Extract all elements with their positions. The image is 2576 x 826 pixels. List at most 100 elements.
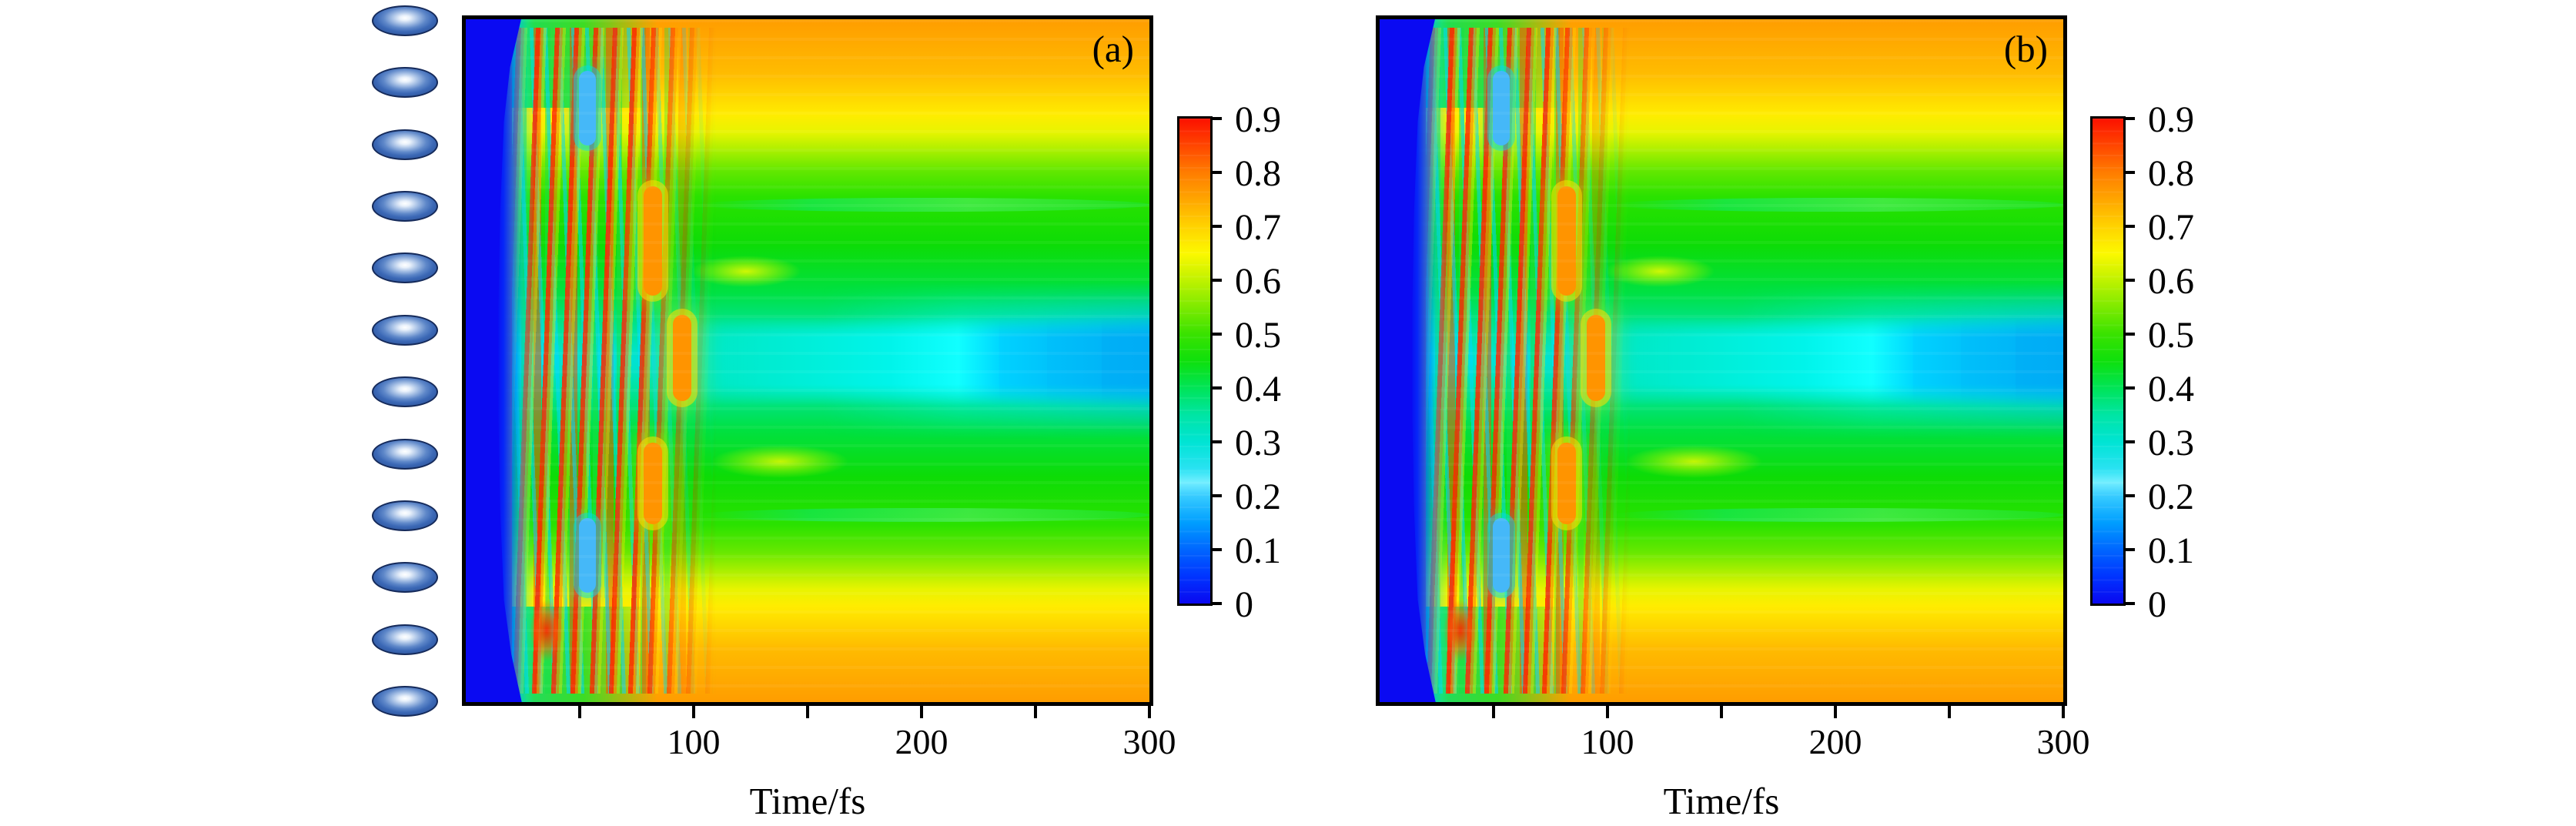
atom-ellipse — [372, 129, 438, 160]
colorbar-tick — [1210, 279, 1222, 282]
colorbar-tick — [2123, 225, 2135, 228]
colorbar-tick-label: 0.8 — [1235, 152, 1281, 194]
atom-ellipse — [372, 624, 438, 655]
colorbar-tick — [2123, 602, 2135, 605]
x-axis-label-b: Time/fs — [1663, 780, 1780, 822]
colorbar-tick — [1210, 333, 1222, 336]
colorbar-contour-steps — [2093, 119, 2123, 604]
colorbar-tick-label: 0.7 — [2148, 206, 2194, 248]
x-axis-tick — [692, 706, 695, 718]
atom-ellipse — [372, 314, 438, 346]
x-axis-tick-label: 300 — [1122, 722, 1176, 761]
colorbar-tick-label: 0.5 — [1235, 314, 1281, 356]
x-axis-tick-label: 300 — [2036, 722, 2090, 761]
heatmap-plot-a: (a) — [462, 15, 1153, 706]
heatmap-orange-capsule-3 — [643, 442, 662, 525]
atom-ellipse — [372, 500, 438, 531]
x-axis-label-a: Time/fs — [749, 780, 866, 822]
atom-ellipse — [372, 685, 438, 717]
colorbar-tick-label: 0.5 — [2148, 314, 2194, 356]
x-axis-tick — [1492, 706, 1495, 718]
x-axis-tick — [1148, 706, 1151, 718]
colorbar-tick-label: 0.6 — [1235, 260, 1281, 302]
colorbar-tick — [2123, 440, 2135, 443]
heatmap-orange-capsule-2 — [1587, 315, 1606, 401]
heatmap-cyan-capsule-upper — [579, 70, 596, 146]
x-axis-tick — [1948, 706, 1951, 718]
colorbar-contour-steps — [1179, 119, 1210, 604]
heatmap-faint-cyan-streak-upper — [1611, 198, 2063, 212]
heatmap-cyan-capsule-upper — [1493, 70, 1510, 146]
colorbar-tick-label: 0.1 — [2148, 530, 2194, 571]
colorbar-tick-label: 0.4 — [2148, 368, 2194, 410]
heatmap-orange-capsule-1 — [643, 186, 662, 296]
x-axis-tick-label: 200 — [895, 722, 948, 761]
heatmap-cyan-capsule-lower — [1493, 517, 1510, 594]
colorbar-gradient — [1179, 119, 1210, 604]
atom-ellipse — [372, 191, 438, 222]
colorbar-tick-label: 0.6 — [2148, 260, 2194, 302]
x-axis-tick — [920, 706, 923, 718]
colorbar-a — [1177, 116, 1213, 606]
colorbar-tick-label: 0.9 — [1235, 99, 1281, 140]
heatmap-red-spot — [529, 599, 564, 661]
heatmap-contour-banding — [466, 19, 1149, 702]
colorbar-tick-label: 0 — [1235, 584, 1253, 625]
colorbar-tick — [2123, 386, 2135, 390]
colorbar-gradient — [2093, 119, 2123, 604]
x-axis-tick — [1034, 706, 1037, 718]
x-axis-tick — [2062, 706, 2065, 718]
panel-label-a: (a) — [1092, 28, 1134, 70]
colorbar-tick-label: 0.4 — [1235, 368, 1281, 410]
heatmap-orange-capsule-1 — [1557, 186, 1576, 296]
colorbar-tick-label: 0.2 — [1235, 476, 1281, 517]
colorbar-tick — [2123, 494, 2135, 497]
atom-ellipse — [372, 562, 438, 594]
colorbar-tick — [2123, 333, 2135, 336]
colorbar-tick — [2123, 117, 2135, 120]
colorbar-tick-label: 0.7 — [1235, 206, 1281, 248]
heatmap-orange-capsule-3 — [1557, 442, 1576, 525]
colorbar-tick-label: 0.2 — [2148, 476, 2194, 517]
x-axis-tick — [1606, 706, 1609, 718]
x-axis-tick — [1834, 706, 1837, 718]
colorbar-tick — [1210, 440, 1222, 443]
heatmap-yellow-blob-lower — [711, 445, 849, 479]
colorbar-tick-label: 0.3 — [2148, 422, 2194, 463]
atom-ellipse — [372, 252, 438, 284]
heatmap-plot-b: (b) — [1376, 15, 2067, 706]
x-axis-tick-label: 100 — [1581, 722, 1634, 761]
heatmap-contour-banding — [1380, 19, 2063, 702]
atom-ellipse — [372, 67, 438, 99]
colorbar-tick — [1210, 548, 1222, 551]
atom-ellipse — [372, 5, 438, 36]
heatmap-yellow-blob-lower — [1625, 445, 1763, 479]
heatmap-orange-capsule-2 — [673, 315, 692, 401]
x-axis-tick — [1720, 706, 1723, 718]
x-axis-tick — [578, 706, 581, 718]
colorbar-tick-label: 0.1 — [1235, 530, 1281, 571]
atom-ellipse — [372, 376, 438, 408]
heatmap-faint-cyan-streak-upper — [698, 198, 1149, 212]
heatmap-faint-cyan-streak-lower — [1611, 508, 2063, 522]
x-axis-tick — [806, 706, 809, 718]
colorbar-tick-label: 0.9 — [2148, 99, 2194, 140]
colorbar-tick — [1210, 602, 1222, 605]
x-axis-tick-label: 100 — [667, 722, 721, 761]
colorbar-tick — [2123, 171, 2135, 174]
heatmap-faint-cyan-streak-lower — [698, 508, 1149, 522]
colorbar-tick-label: 0.8 — [2148, 152, 2194, 194]
heatmap-red-spot — [1443, 599, 1477, 661]
colorbar-tick — [1210, 225, 1222, 228]
colorbar-b — [2090, 116, 2126, 606]
colorbar-tick — [1210, 117, 1222, 120]
colorbar-tick-label: 0.3 — [1235, 422, 1281, 463]
colorbar-tick-label: 0 — [2148, 584, 2166, 625]
x-axis-tick-label: 200 — [1808, 722, 1862, 761]
atom-ellipse — [372, 438, 438, 470]
colorbar-tick — [1210, 386, 1222, 390]
colorbar-tick — [1210, 494, 1222, 497]
colorbar-tick — [2123, 279, 2135, 282]
colorbar-tick — [2123, 548, 2135, 551]
